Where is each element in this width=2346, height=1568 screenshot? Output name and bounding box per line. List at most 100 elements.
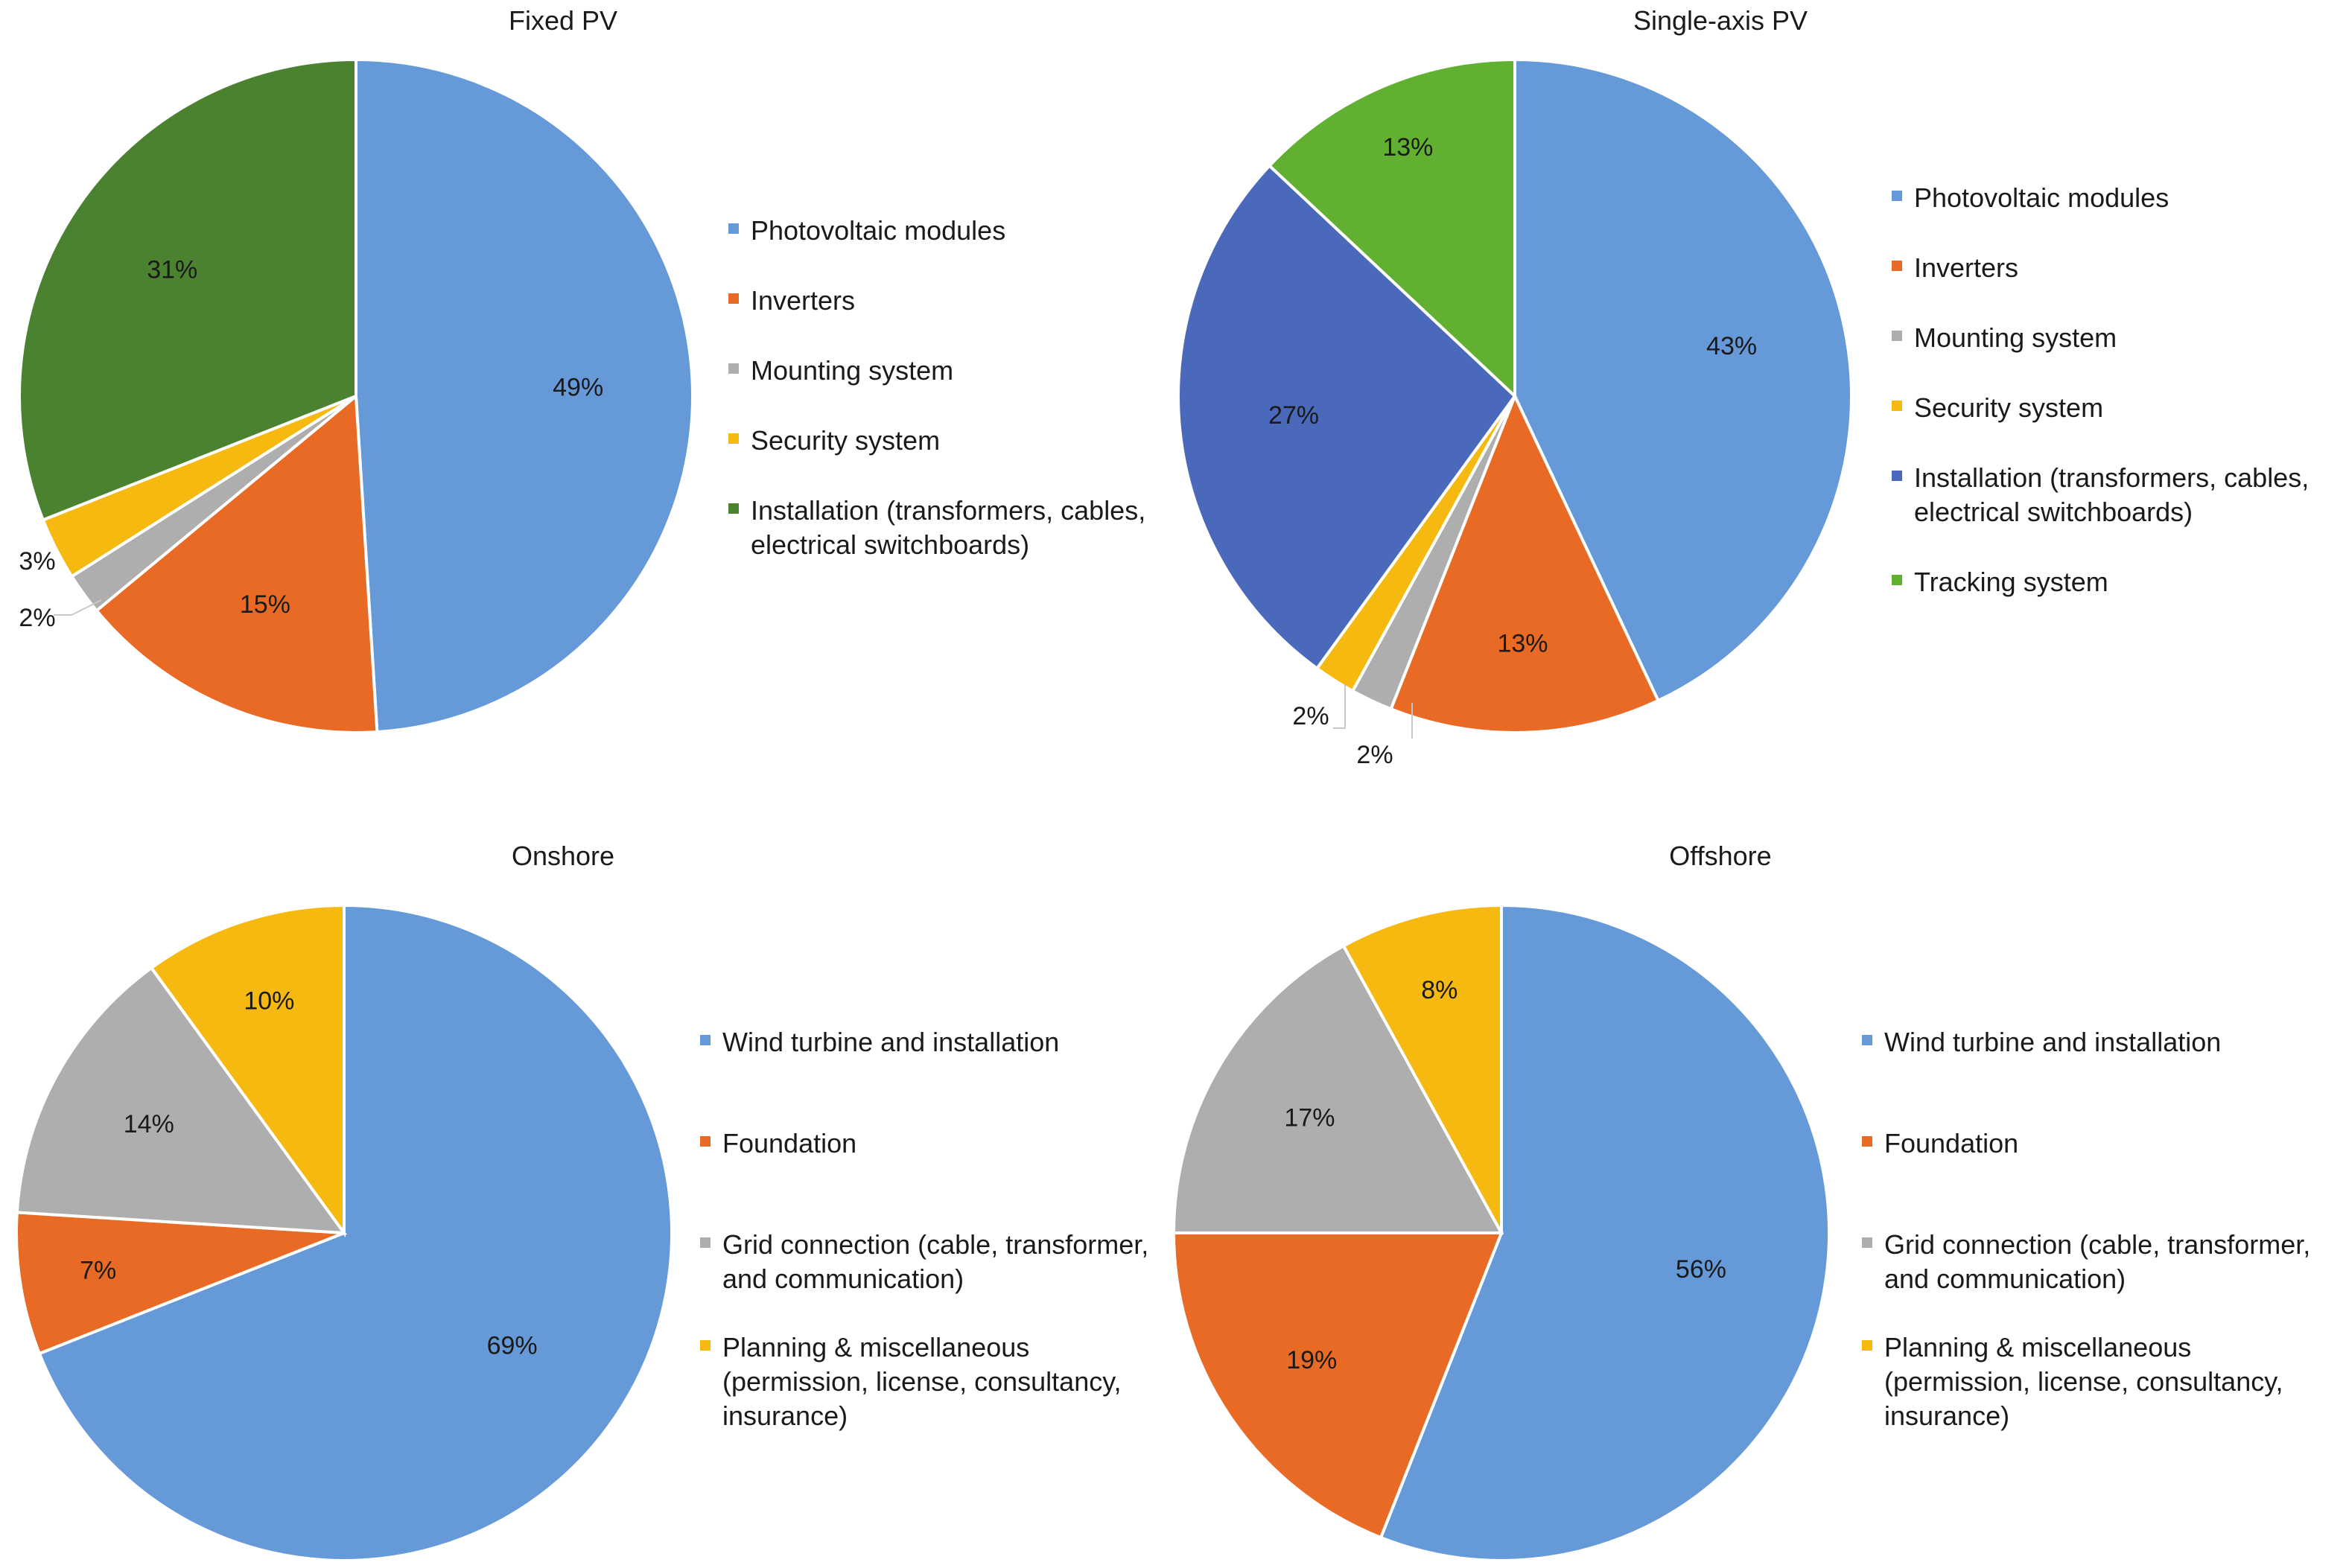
legend-swatch: [700, 1340, 711, 1351]
legend-swatch: [700, 1035, 711, 1045]
legend-item-grid-connection-cable-transformer-and-communication: Grid connection (cable, transformer,and …: [700, 1229, 1148, 1294]
data-label: 17%: [1284, 1104, 1335, 1132]
legend-item-wind-turbine-and-installation: Wind turbine and installation: [700, 1027, 1059, 1057]
chart-title: Single-axis PV: [1633, 5, 1808, 36]
legend-label: insurance): [722, 1400, 848, 1431]
legend-label: Wind turbine and installation: [1884, 1027, 2221, 1057]
legend-swatch: [1862, 1035, 1872, 1045]
legend-label: Foundation: [1884, 1128, 2018, 1159]
legend-label: Photovoltaic modules: [1914, 182, 2169, 213]
legend-item-mounting-system: Mounting system: [1892, 322, 2117, 353]
data-label: 7%: [80, 1256, 116, 1284]
data-label: 2%: [1356, 741, 1393, 769]
data-label: 43%: [1706, 332, 1757, 360]
pie-slice-installation-transformers-cables-electrical-switchboards: [18, 57, 357, 522]
pie-slice-inverters: [1389, 392, 1661, 734]
data-label: 19%: [1286, 1346, 1337, 1374]
legend-label: Inverters: [1914, 252, 2018, 283]
leader-line: [54, 599, 102, 616]
legend-swatch: [1862, 1237, 1872, 1248]
legend-label: Planning & miscellaneous: [722, 1332, 1029, 1363]
legend-label: Security system: [751, 425, 940, 456]
pie-slice-grid-connection-cable-transformer-and-communication: [15, 966, 348, 1235]
legend-item-security-system: Security system: [728, 425, 940, 456]
data-label: 56%: [1676, 1255, 1726, 1284]
data-label: 13%: [1382, 133, 1433, 162]
chart-onshore: Onshore 69% 7% 14% 10% Wind turbine and insta…: [15, 841, 1148, 1562]
legend-swatch: [1892, 261, 1902, 271]
legend-item-foundation: Foundation: [700, 1128, 856, 1159]
legend-label: and communication): [1884, 1263, 2126, 1294]
legend-item-installation-transformers-cables-electrical-switchboards: Installation (transformers, cables,elect…: [728, 495, 1145, 560]
legend-label: Grid connection (cable, transformer,: [1884, 1229, 2310, 1260]
data-label: 31%: [147, 255, 197, 284]
pie-slice-grid-connection-cable-transformer-and-communication: [1172, 943, 1504, 1234]
legend-label: Mounting system: [1914, 322, 2117, 353]
legend-label: and communication): [722, 1263, 964, 1294]
chart-title: Onshore: [512, 841, 614, 871]
pie-slice-foundation: [1172, 1231, 1504, 1540]
legend-swatch: [728, 503, 739, 514]
legend-swatch: [728, 293, 739, 304]
legend-label: Wind turbine and installation: [722, 1027, 1059, 1057]
legend-swatch: [700, 1136, 711, 1147]
legend-item-tracking-system: Tracking system: [1892, 567, 2108, 597]
legend-item-mounting-system: Mounting system: [728, 355, 953, 386]
chart-fixed-pv: Fixed PV 49% 15% 2% 3% 31% Photovoltaic module…: [18, 5, 1145, 734]
legend-swatch: [728, 223, 739, 234]
legend-swatch: [1892, 575, 1902, 585]
data-label: 2%: [19, 604, 55, 632]
legend-swatch: [1862, 1136, 1872, 1147]
legend-label: Mounting system: [751, 355, 953, 386]
pie-slice-photovoltaic-modules: [355, 57, 694, 734]
legend-swatch: [1892, 331, 1902, 341]
pie-slice-photovoltaic-modules: [1513, 57, 1853, 703]
pie-slice-wind-turbine-and-installation: [1379, 903, 1831, 1562]
legend-item-foundation: Foundation: [1862, 1128, 2018, 1159]
legend-item-photovoltaic-modules: Photovoltaic modules: [728, 215, 1005, 246]
chart-offshore: Offshore 56% 19% 17% 8% Wind turbine and inst…: [1172, 841, 2310, 1562]
data-label: 69%: [487, 1331, 538, 1360]
legend-label: electrical switchboards): [1914, 497, 2193, 527]
legend-item-inverters: Inverters: [1892, 252, 2018, 283]
legend-item-wind-turbine-and-installation: Wind turbine and installation: [1862, 1027, 2221, 1057]
legend-swatch: [1892, 191, 1902, 201]
legend-swatch: [1862, 1340, 1872, 1351]
pie-slice-tracking-system: [1267, 57, 1516, 400]
legend-label: Planning & miscellaneous: [1884, 1332, 2191, 1363]
chart-title: Offshore: [1669, 841, 1771, 871]
pie-slice-inverters: [94, 392, 379, 734]
pie-slice-wind-turbine-and-installation: [37, 903, 673, 1562]
pie-slice-planning-miscellaneous-permission-license-consultancy-insurance: [149, 903, 346, 1238]
legend-item-security-system: Security system: [1892, 392, 2103, 423]
data-label: 8%: [1421, 976, 1457, 1004]
legend-label: Photovoltaic modules: [751, 215, 1005, 246]
chart-single-axis-pv: Single-axis PV 43% 13% 2% 2% 27% 13% Photovolta…: [1177, 5, 2309, 769]
data-label: 10%: [244, 987, 294, 1015]
legend-label: Installation (transformers, cables,: [751, 495, 1145, 526]
data-label: 27%: [1268, 401, 1319, 430]
pie-slice-installation-transformers-cables-electrical-switchboards: [1177, 163, 1517, 671]
legend-item-grid-connection-cable-transformer-and-communication: Grid connection (cable, transformer,and …: [1862, 1229, 2310, 1294]
leader-line: [1333, 685, 1346, 729]
legend-label: Tracking system: [1914, 567, 2108, 597]
legend-label: Security system: [1914, 392, 2103, 423]
legend-item-photovoltaic-modules: Photovoltaic modules: [1892, 182, 2169, 213]
pie-slice-planning-miscellaneous-permission-license-consultancy-insurance: [1341, 903, 1503, 1234]
legend-swatch: [1892, 401, 1902, 411]
pie-slice-foundation: [15, 1211, 345, 1356]
data-label: 15%: [240, 590, 290, 619]
legend-swatch: [700, 1237, 711, 1248]
legend-item-inverters: Inverters: [728, 285, 855, 316]
legend-label: electrical switchboards): [751, 529, 1029, 560]
data-label: 13%: [1497, 629, 1548, 657]
legend-label: Inverters: [751, 285, 855, 316]
legend-label: Grid connection (cable, transformer,: [722, 1229, 1148, 1260]
legend-label: Installation (transformers, cables,: [1914, 462, 2309, 493]
legend-label: (permission, license, consultancy,: [1884, 1366, 2283, 1397]
data-label: 14%: [124, 1110, 174, 1138]
data-label: 3%: [19, 547, 55, 576]
legend-item-planning-miscellaneous-permission-license-consultancy-insurance: Planning & miscellaneous(permission, lic…: [1862, 1332, 2283, 1431]
legend-swatch: [728, 433, 739, 444]
legend-label: (permission, license, consultancy,: [722, 1366, 1122, 1397]
